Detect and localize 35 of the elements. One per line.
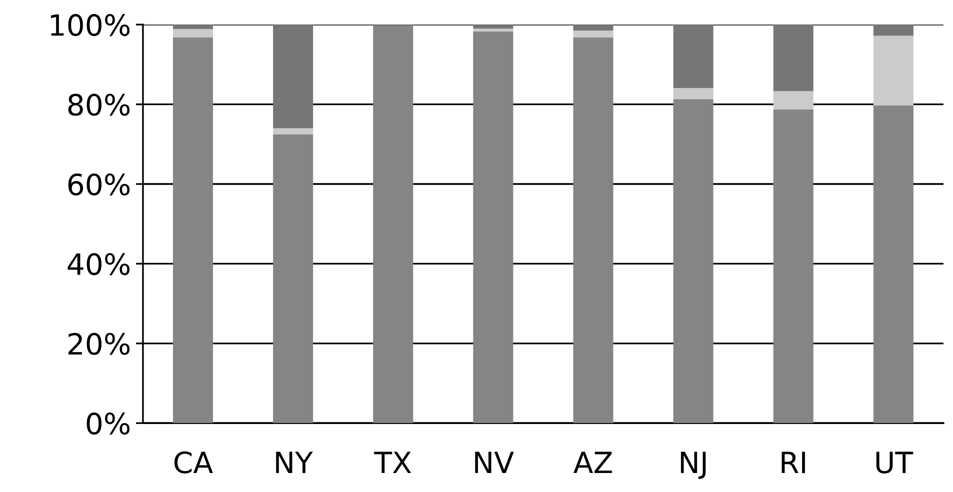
y-tick-label: 20%	[68, 332, 130, 355]
bar	[172, 37, 213, 424]
bar	[673, 99, 714, 424]
y-tick-label: 0%	[86, 412, 130, 435]
bar	[273, 134, 314, 424]
bar	[773, 109, 814, 424]
bar	[473, 31, 514, 424]
bar	[873, 24, 914, 36]
bar	[873, 106, 914, 424]
y-tick-label: 40%	[68, 253, 130, 276]
y-tick-label: 100%	[50, 14, 130, 36]
bar	[573, 24, 614, 31]
x-tick-label: AZ	[574, 452, 612, 474]
x-tick-label: UT	[876, 452, 914, 474]
bar	[873, 36, 914, 106]
bar	[273, 128, 314, 134]
x-tick-label: NY	[276, 452, 313, 474]
bar	[373, 26, 414, 424]
bar	[773, 91, 814, 110]
bar	[473, 28, 514, 32]
bar	[573, 30, 614, 38]
bar	[673, 88, 714, 100]
bar	[172, 24, 213, 29]
bar	[273, 24, 314, 128]
y-tick-label: 80%	[68, 94, 130, 116]
x-tick-label: CA	[174, 451, 213, 474]
x-tick-label: NV	[475, 452, 514, 474]
x-tick-label: TX	[374, 452, 412, 474]
bar	[673, 24, 714, 88]
bar	[573, 37, 614, 424]
bar	[773, 24, 814, 92]
x-tick-label: NJ	[680, 452, 706, 479]
x-tick-label: RI	[782, 452, 805, 474]
bar	[172, 28, 213, 38]
y-tick-label: 60%	[68, 173, 130, 196]
